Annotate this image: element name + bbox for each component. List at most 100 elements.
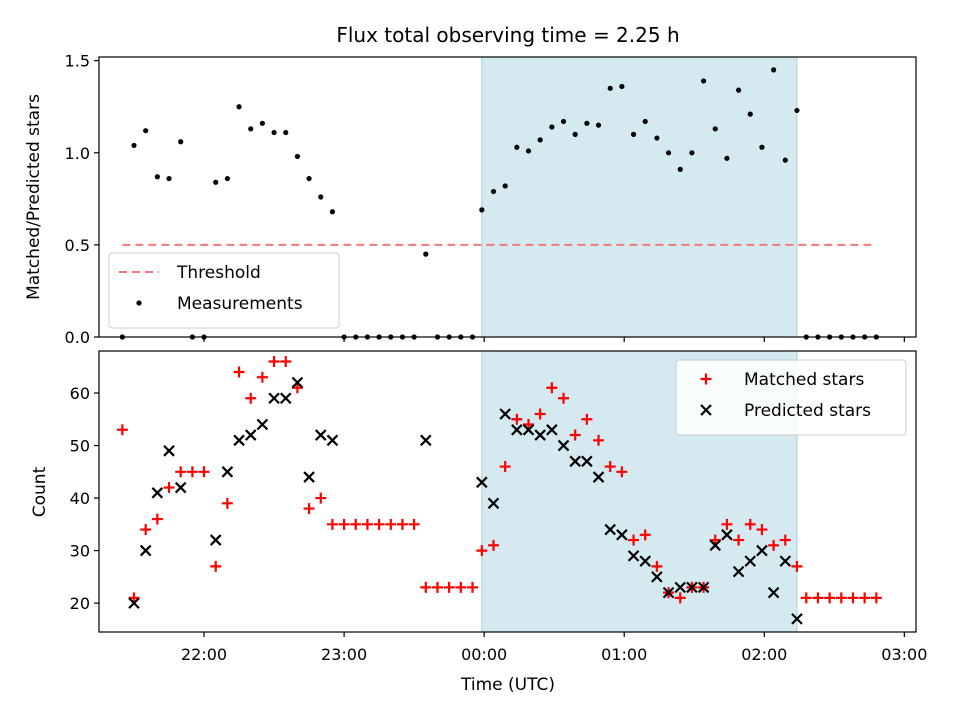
matched-star-marker (221, 497, 233, 509)
measurement-point (329, 209, 336, 215)
matched-star-marker (581, 413, 593, 425)
matched-star-marker (824, 592, 836, 604)
predicted-star-marker (256, 418, 269, 431)
top-panel: 0.0 0.5 1.0 1.5 Threshold Measurements (65, 52, 917, 347)
predicted-star-marker (557, 439, 570, 452)
measurement-point (572, 131, 578, 137)
matched-star-marker (859, 592, 871, 604)
matched-star-marker (210, 560, 222, 572)
bottom-y-tick-label: 60 (70, 384, 90, 403)
bottom-x-tick-label: 01:00 (601, 645, 647, 664)
matched-star-marker (431, 581, 443, 593)
measurement-point (306, 175, 312, 182)
measurement-point (283, 129, 289, 136)
measurement-point (525, 148, 532, 154)
measurement-point (224, 175, 230, 182)
top-axes-frame (98, 56, 917, 338)
measurement-point (166, 175, 172, 182)
measurement-point (236, 104, 242, 110)
predicted-star-marker (721, 529, 733, 541)
bottom-y-tick-label: 40 (70, 489, 90, 508)
matched-star-marker (674, 592, 686, 604)
predicted-star-marker (522, 424, 535, 436)
matched-star-marker (420, 581, 432, 593)
measurement-point (665, 150, 672, 156)
legend-label: Measurements (177, 294, 303, 314)
measurement-point (154, 174, 160, 180)
measurement-point (131, 142, 137, 149)
measurement-point (724, 155, 730, 161)
matched-star-marker (511, 413, 523, 425)
matched-star-marker (128, 592, 140, 604)
matched-star-marker (455, 581, 467, 593)
matched-star-marker (523, 419, 535, 431)
measurement-point (423, 251, 429, 257)
top-y-tick-label: 0.0 (65, 328, 90, 347)
matched-star-marker (245, 392, 257, 404)
x-axis-label: Time (UTC) (460, 675, 555, 695)
measurement-point (560, 118, 567, 125)
matched-star-marker (744, 518, 756, 530)
top-y-tick-label: 1.0 (65, 144, 90, 163)
matched-star-marker (733, 534, 745, 546)
predicted-star-marker (499, 408, 511, 420)
matched-star-marker (163, 482, 175, 494)
predicted-star-marker (511, 424, 523, 436)
measurement-point (700, 78, 707, 84)
predicted-star-marker (139, 544, 152, 557)
measurement-point (584, 120, 590, 126)
measurement-point (794, 107, 800, 114)
predicted-star-marker (651, 571, 663, 583)
measurement-point (619, 83, 625, 90)
predicted-star-marker (616, 529, 628, 541)
measurement-point (549, 124, 555, 130)
bottom-legend: Matched stars Predicted stars (675, 359, 907, 436)
measurement-point (514, 144, 520, 150)
predicted-star-marker (744, 555, 757, 567)
legend-label: Matched stars (744, 370, 864, 390)
matched-star-marker (186, 466, 198, 478)
measurement-point (479, 207, 485, 213)
legend-box (675, 359, 907, 436)
legend-key-measurements (136, 300, 142, 306)
top-legend: Threshold Measurements (108, 252, 340, 329)
matched-star-marker (756, 524, 768, 536)
measurement-point (735, 87, 742, 93)
matched-star-marker (768, 539, 780, 551)
predicted-star-marker (604, 523, 616, 536)
matched-star-marker (350, 518, 362, 530)
predicted-star-marker (756, 544, 768, 557)
matched-star-marker (709, 534, 721, 546)
matched-star-marker (140, 524, 152, 536)
matched-star-marker (373, 518, 385, 530)
predicted-star-marker (709, 539, 722, 552)
predicted-star-marker (303, 471, 315, 483)
measurement-point (502, 183, 508, 189)
matched-star-marker (385, 518, 397, 530)
top-y-axis-label: Matched/Predicted stars (24, 94, 44, 300)
predicted-star-marker (279, 392, 292, 405)
matched-star-marker (800, 592, 812, 604)
matched-star-marker (466, 581, 478, 593)
measurement-point (712, 126, 718, 132)
legend-key-predicted (700, 404, 712, 416)
matched-star-marker (847, 592, 859, 604)
bottom-x-tick-label: 23:00 (321, 645, 367, 664)
measurement-point (259, 120, 265, 126)
measurement-point (248, 126, 254, 132)
matched-star-marker (835, 592, 847, 604)
measurement-point (490, 188, 497, 195)
top-observing-window (481, 56, 798, 338)
predicted-star-marker (476, 476, 488, 489)
matched-star-marker (198, 466, 210, 478)
matched-star-marker (408, 518, 420, 530)
predicted-star-marker (163, 445, 175, 457)
measurement-point (607, 85, 613, 91)
matched-star-marker (315, 492, 327, 504)
legend-key-matched (700, 373, 712, 385)
matched-star-marker (499, 461, 511, 473)
measurement-point (689, 150, 695, 156)
predicted-star-marker (534, 429, 546, 441)
predicted-star-marker (662, 586, 675, 599)
